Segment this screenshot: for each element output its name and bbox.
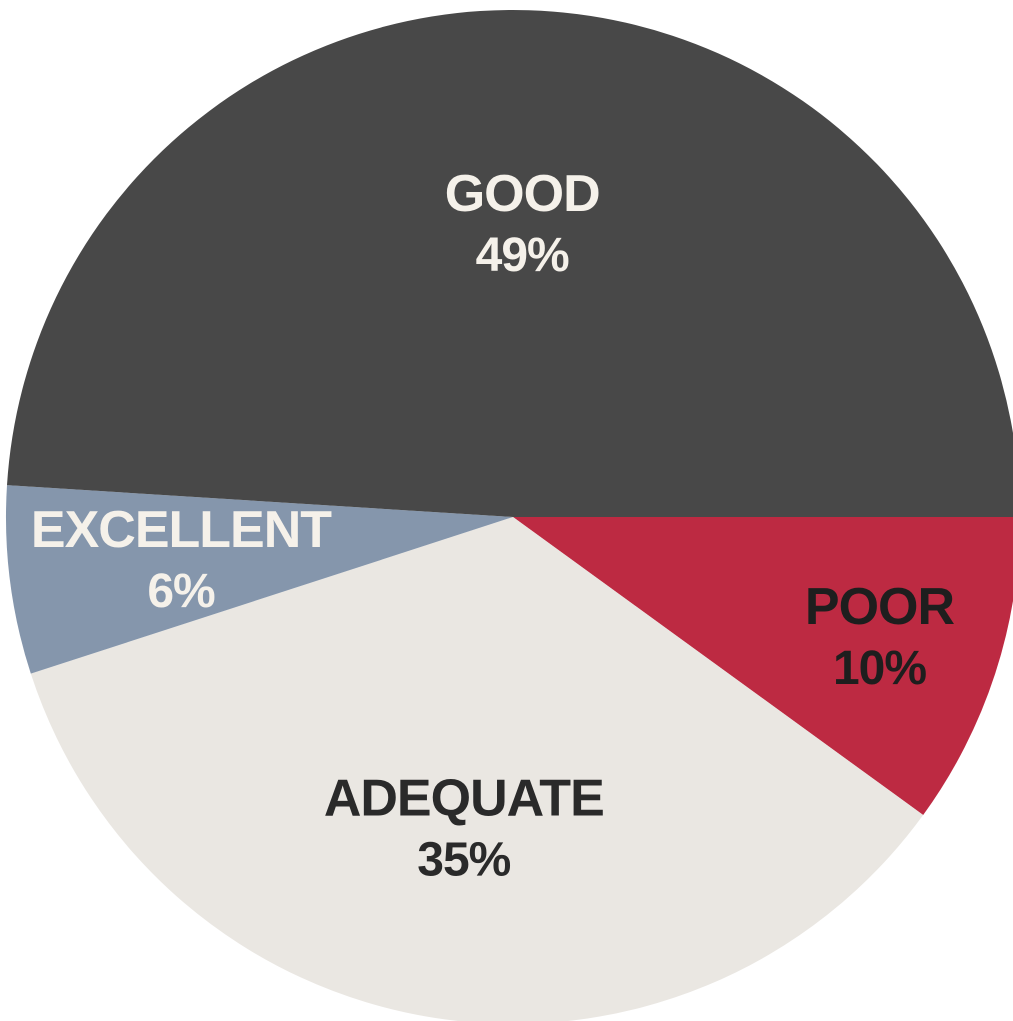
- slice-label-excellent: EXCELLENT: [31, 501, 332, 559]
- pie-slice-poor: [513, 517, 1013, 816]
- slice-value-adequate: 35%: [417, 834, 510, 887]
- pie-slice-adequate: [30, 517, 924, 1021]
- slice-value-excellent: 6%: [147, 565, 215, 618]
- pie-slices: [5, 10, 1013, 1021]
- pie-slice-good: [7, 10, 1013, 517]
- slice-value-poor: 10%: [833, 642, 926, 695]
- pie-slice-excellent: [5, 485, 514, 674]
- slice-value-good: 49%: [476, 229, 569, 282]
- slice-label-adequate: ADEQUATE: [324, 770, 604, 828]
- slice-label-poor: POOR: [805, 578, 955, 636]
- pie-labels: POOR 10% ADEQUATE 35% EXCELLENT 6% GOOD 49%: [31, 165, 956, 887]
- slice-label-good: GOOD: [445, 165, 600, 223]
